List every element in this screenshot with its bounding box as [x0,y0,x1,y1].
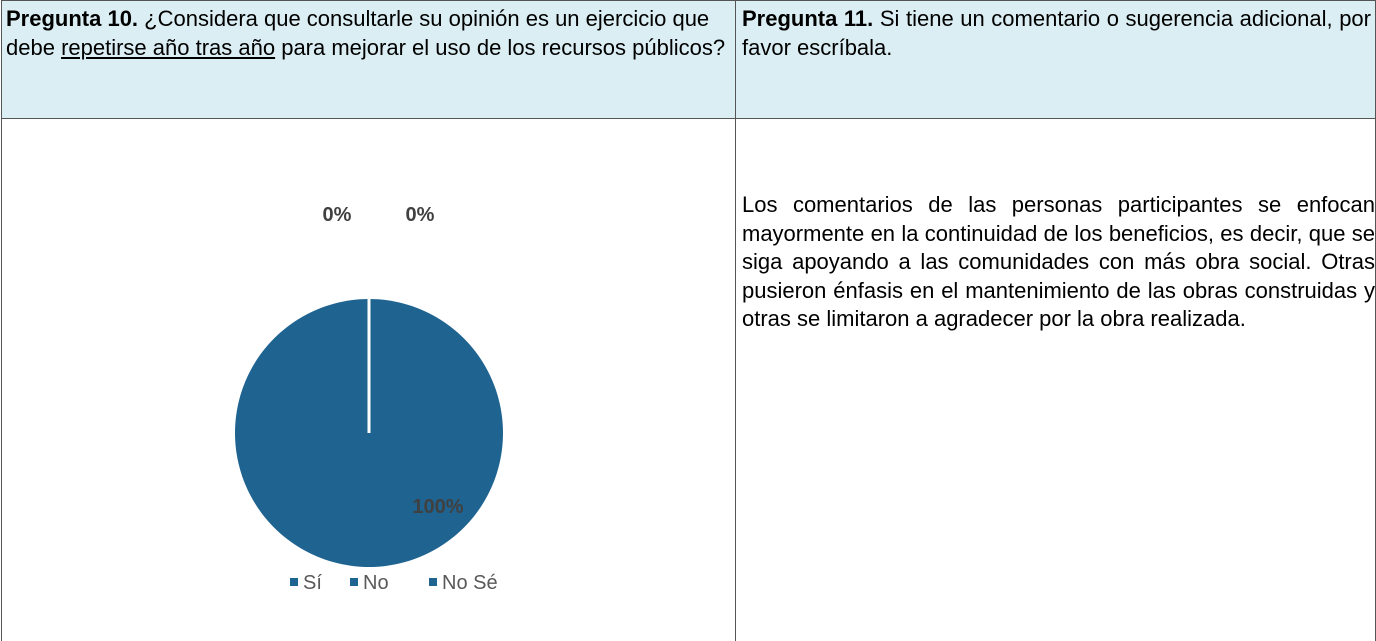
data-label: 0% [406,204,435,226]
legend-label: No [363,572,389,594]
legend-swatch [429,578,437,586]
question-text: ¿Considera que consultarle su opinión es… [6,6,710,60]
data-label: 100% [412,496,463,518]
chart-cell: 100% 0% 0% Sí No No Sé [1,118,736,641]
question-text: para mejorar el uso de los recursos públ… [275,34,726,60]
legend-swatch [350,578,358,586]
data-label: 0% [323,204,352,226]
comment-text: Los comentarios de las personas particip… [742,192,1375,331]
header-cell: Pregunta 10. ¿Considera que consultarle … [1,0,736,119]
legend-label: Sí [303,572,322,594]
legend-swatch [290,578,298,586]
question-emphasis: repetirse año tras año [61,34,276,60]
comment-cell: Los comentarios de las personas particip… [735,118,1376,641]
pie-chart: 100% 0% 0% Sí No No Sé [234,204,503,594]
question-number: Pregunta 11. [742,6,874,31]
legend-label: No Sé [442,572,498,594]
question-text: Si tiene un comentario o sugerencia adic… [742,6,1371,60]
header-cell: Pregunta 11. Si tiene un comentario o su… [735,0,1376,119]
question-number: Pregunta 10. [6,6,139,31]
